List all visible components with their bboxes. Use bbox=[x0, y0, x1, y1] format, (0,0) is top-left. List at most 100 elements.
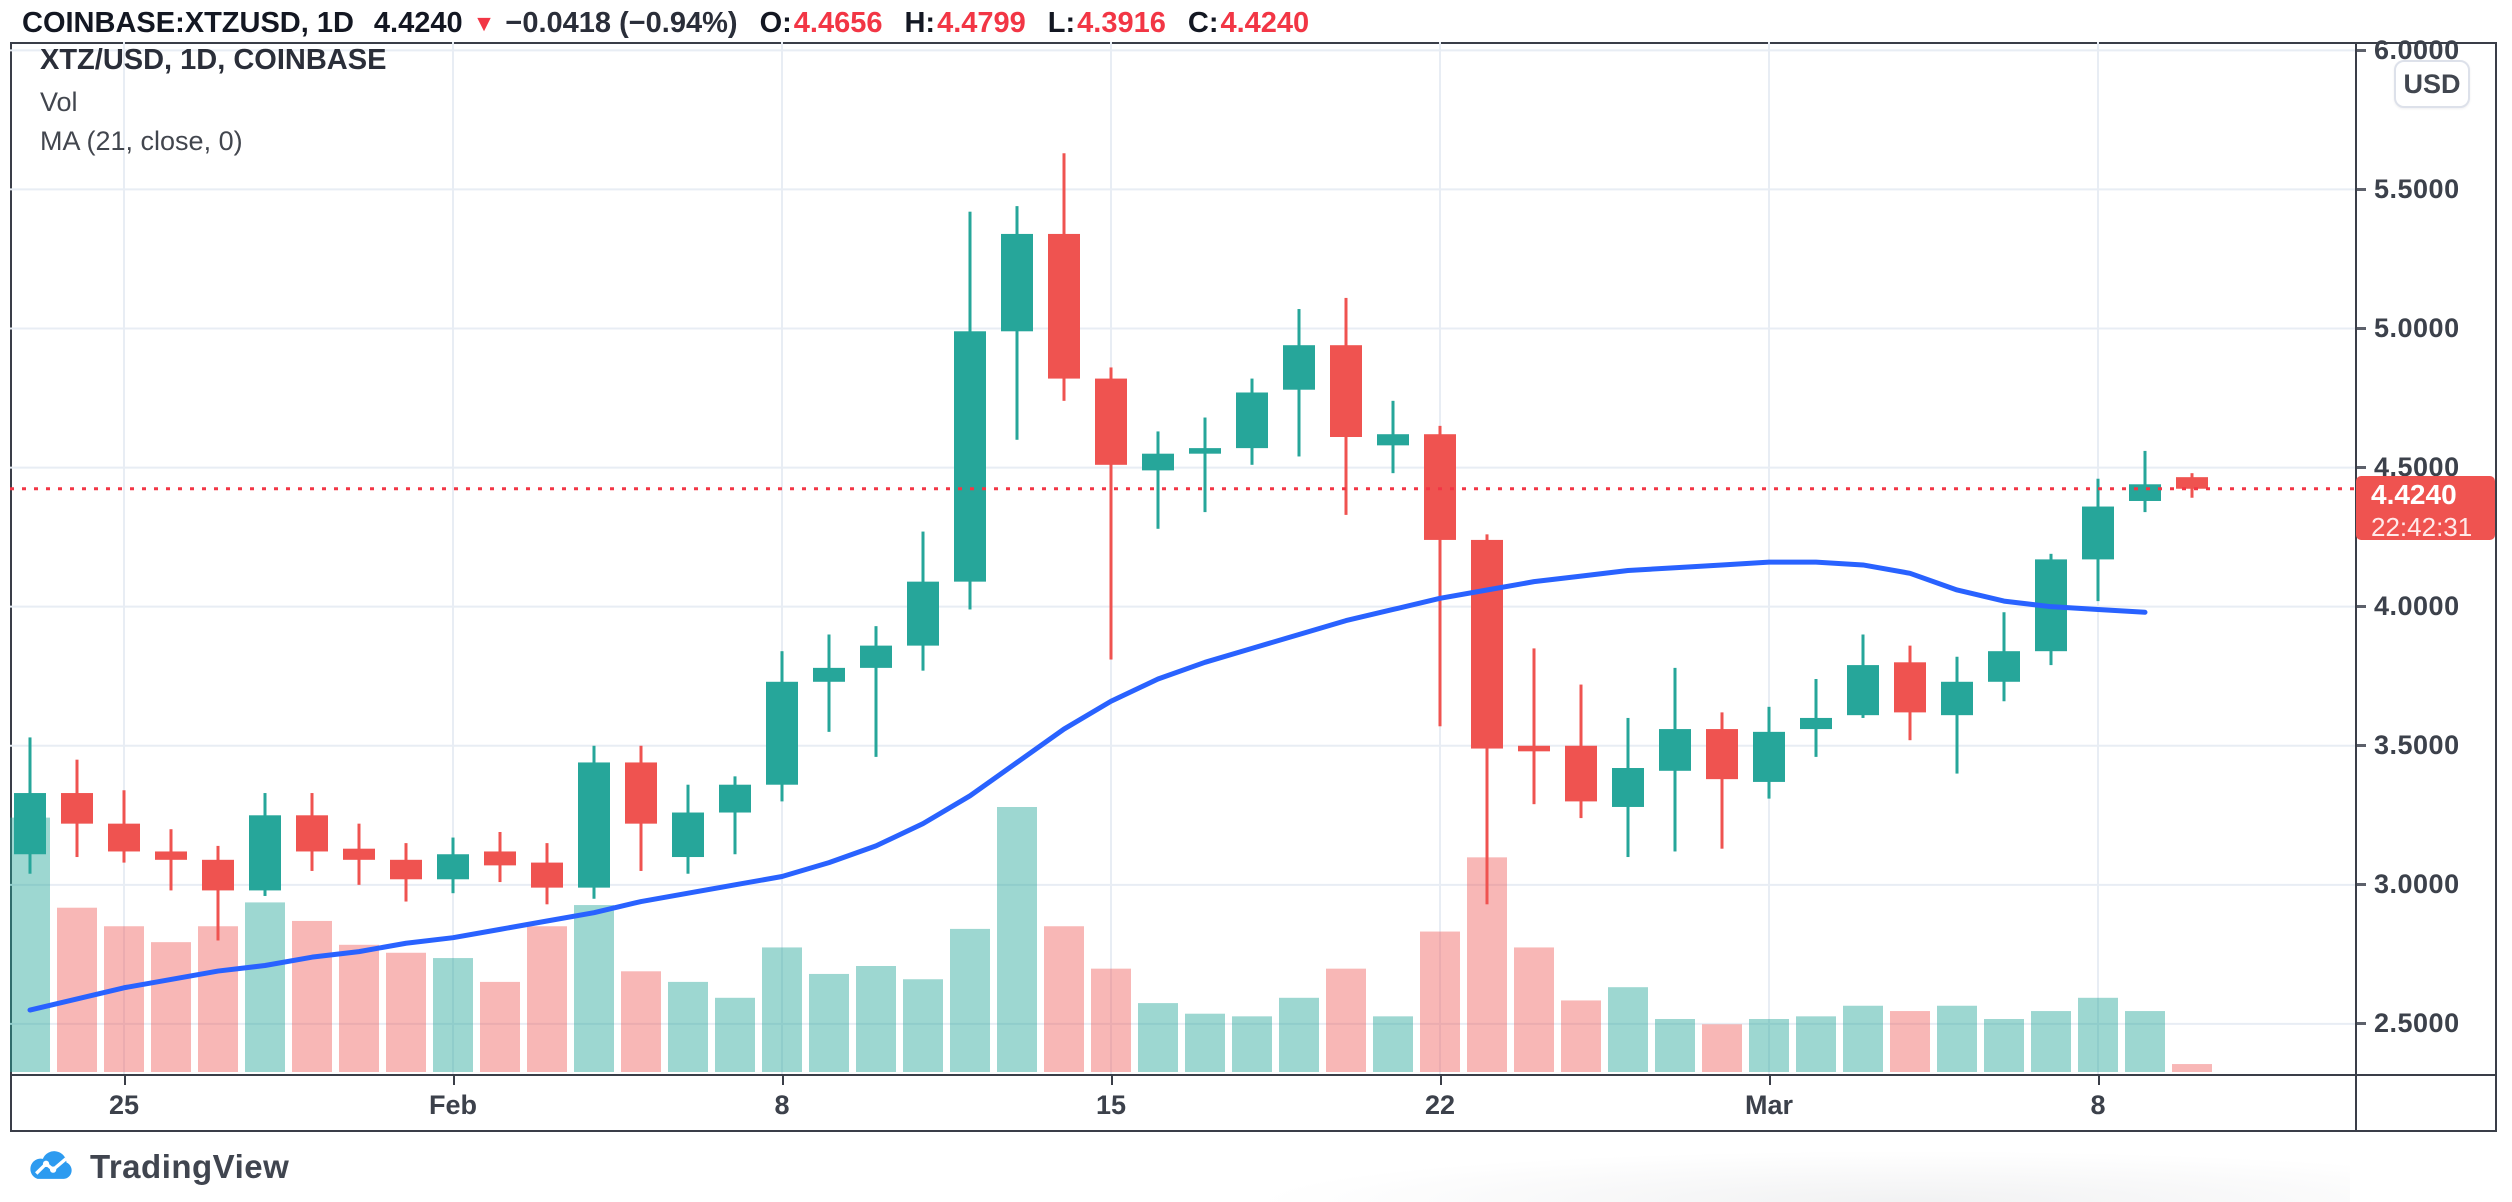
volume-bar bbox=[1185, 1013, 1225, 1072]
volume-bar bbox=[2172, 1064, 2212, 1072]
candle-body bbox=[1236, 392, 1268, 449]
volume-bar bbox=[1843, 1005, 1883, 1072]
last-price: 4.4240 bbox=[373, 6, 463, 39]
price-axis[interactable]: 6.0000 5.5000 5.0000 4.5000 4.0000 3.5000 3.00… bbox=[2357, 35, 2497, 1074]
volume-bar bbox=[950, 928, 990, 1072]
last-price-label-countdown: 22:42:31 bbox=[2371, 512, 2473, 542]
time-axis-label: 8 bbox=[2090, 1090, 2106, 1120]
volume-bar bbox=[1514, 947, 1554, 1072]
candle-body bbox=[907, 581, 939, 646]
candle-body bbox=[390, 859, 422, 880]
time-axis[interactable]: 25 Feb 8 15 22 Mar 8 bbox=[10, 1076, 2355, 1130]
open-label: O: bbox=[759, 6, 792, 39]
volume-bar bbox=[997, 807, 1037, 1072]
price-chart-canvas[interactable] bbox=[10, 42, 2355, 1074]
high-label: H: bbox=[904, 6, 936, 39]
price-axis-label: 3.5000 bbox=[2357, 729, 2497, 763]
volume-bar bbox=[386, 952, 426, 1072]
time-axis-tick bbox=[1111, 1076, 1113, 1085]
candle-body bbox=[813, 667, 845, 682]
candle-body bbox=[1753, 731, 1785, 782]
volume-bar bbox=[1044, 926, 1084, 1072]
time-axis-tick bbox=[124, 1076, 126, 1085]
currency-toggle-button[interactable]: USD bbox=[2394, 60, 2470, 108]
candle-body bbox=[1424, 434, 1456, 540]
candle-wick bbox=[827, 634, 831, 732]
tradingview-logo[interactable]: TradingView bbox=[26, 1146, 289, 1188]
candle-body bbox=[860, 645, 892, 668]
volume-bar bbox=[809, 973, 849, 1072]
volume-bar bbox=[903, 979, 943, 1072]
candle-body bbox=[108, 823, 140, 852]
candle-body bbox=[625, 762, 657, 824]
candle-body bbox=[1142, 453, 1174, 471]
time-axis-tick bbox=[453, 1076, 455, 1085]
volume-bar bbox=[762, 947, 802, 1072]
ma-line bbox=[27, 559, 2148, 1013]
price-change: −0.0418 (−0.94%) bbox=[505, 6, 738, 39]
candle-body bbox=[1518, 745, 1550, 752]
price-axis-divider bbox=[2355, 42, 2357, 1132]
symbol-title[interactable]: COINBASE:XTZUSD, 1D bbox=[22, 6, 354, 39]
candle-wick bbox=[1814, 679, 1818, 757]
volume-bar bbox=[1279, 997, 1319, 1072]
candle-body bbox=[1847, 665, 1879, 716]
volume-bar bbox=[621, 971, 661, 1072]
volume-bar bbox=[2078, 997, 2118, 1072]
volume-bar bbox=[245, 902, 285, 1072]
time-axis-tick bbox=[782, 1076, 784, 1085]
volume-bar bbox=[1796, 1016, 1836, 1072]
volume-bar bbox=[715, 997, 755, 1072]
candle-body bbox=[1189, 448, 1221, 454]
candle-wick bbox=[1532, 648, 1536, 805]
candle-body bbox=[61, 793, 93, 824]
volume-bar bbox=[574, 905, 614, 1072]
time-axis-divider bbox=[10, 1074, 2497, 1076]
candle-body bbox=[296, 815, 328, 852]
volume-bar bbox=[1420, 931, 1460, 1072]
time-axis-tick bbox=[2098, 1076, 2100, 1085]
candle-body bbox=[1988, 651, 2020, 682]
high-value: 4.4799 bbox=[937, 6, 1026, 39]
time-axis-label: 22 bbox=[1424, 1090, 1456, 1120]
candle-body bbox=[249, 815, 281, 891]
volume-bar bbox=[292, 920, 332, 1072]
candle-wick bbox=[874, 626, 878, 757]
candle-body bbox=[1283, 345, 1315, 390]
legend-symbol-row[interactable]: XTZ/USD, 1D, COINBASE bbox=[40, 44, 387, 76]
tradingview-logo-text: TradingView bbox=[90, 1148, 290, 1185]
volume-bar bbox=[2031, 1011, 2071, 1072]
candle-body bbox=[1471, 539, 1503, 749]
candle-wick bbox=[1109, 367, 1113, 660]
low-value: 4.3916 bbox=[1077, 6, 1166, 39]
volume-bar bbox=[151, 942, 191, 1072]
legend-volume-row[interactable]: Vol bbox=[40, 87, 78, 117]
volume-bar bbox=[856, 966, 896, 1072]
volume-bar bbox=[1702, 1024, 1742, 1072]
volume-bar bbox=[2125, 1011, 2165, 1072]
time-axis-label: 25 bbox=[108, 1090, 140, 1120]
volume-bar bbox=[527, 926, 567, 1072]
volume-bar bbox=[1890, 1011, 1930, 1072]
legend-ma-row[interactable]: MA (21, close, 0) bbox=[40, 126, 243, 156]
candle-body bbox=[954, 331, 986, 582]
candle-body bbox=[719, 784, 751, 813]
close-label: C: bbox=[1187, 6, 1219, 39]
chart-frame bbox=[10, 42, 2497, 1132]
candle-body bbox=[1095, 378, 1127, 465]
time-axis-label: 15 bbox=[1095, 1090, 1127, 1120]
volume-bar bbox=[1608, 987, 1648, 1072]
symbol-info-bar[interactable]: COINBASE:XTZUSD, 1D 4.4240 ▼ −0.0418 (−0… bbox=[22, 4, 1309, 42]
candle-body bbox=[1659, 729, 1691, 771]
candle-wick bbox=[1438, 425, 1442, 727]
volume-bar bbox=[1937, 1005, 1977, 1072]
candle-wick bbox=[733, 776, 737, 855]
volume-bar bbox=[1326, 968, 1366, 1072]
candle-body bbox=[343, 848, 375, 860]
time-axis-label: Mar bbox=[1744, 1090, 1793, 1120]
volume-bar bbox=[1138, 1003, 1178, 1072]
legend: XTZ/USD, 1D, COINBASE Vol MA (21, close,… bbox=[40, 46, 386, 155]
time-axis-tick bbox=[1440, 1076, 1442, 1085]
volume-bar bbox=[433, 958, 473, 1072]
